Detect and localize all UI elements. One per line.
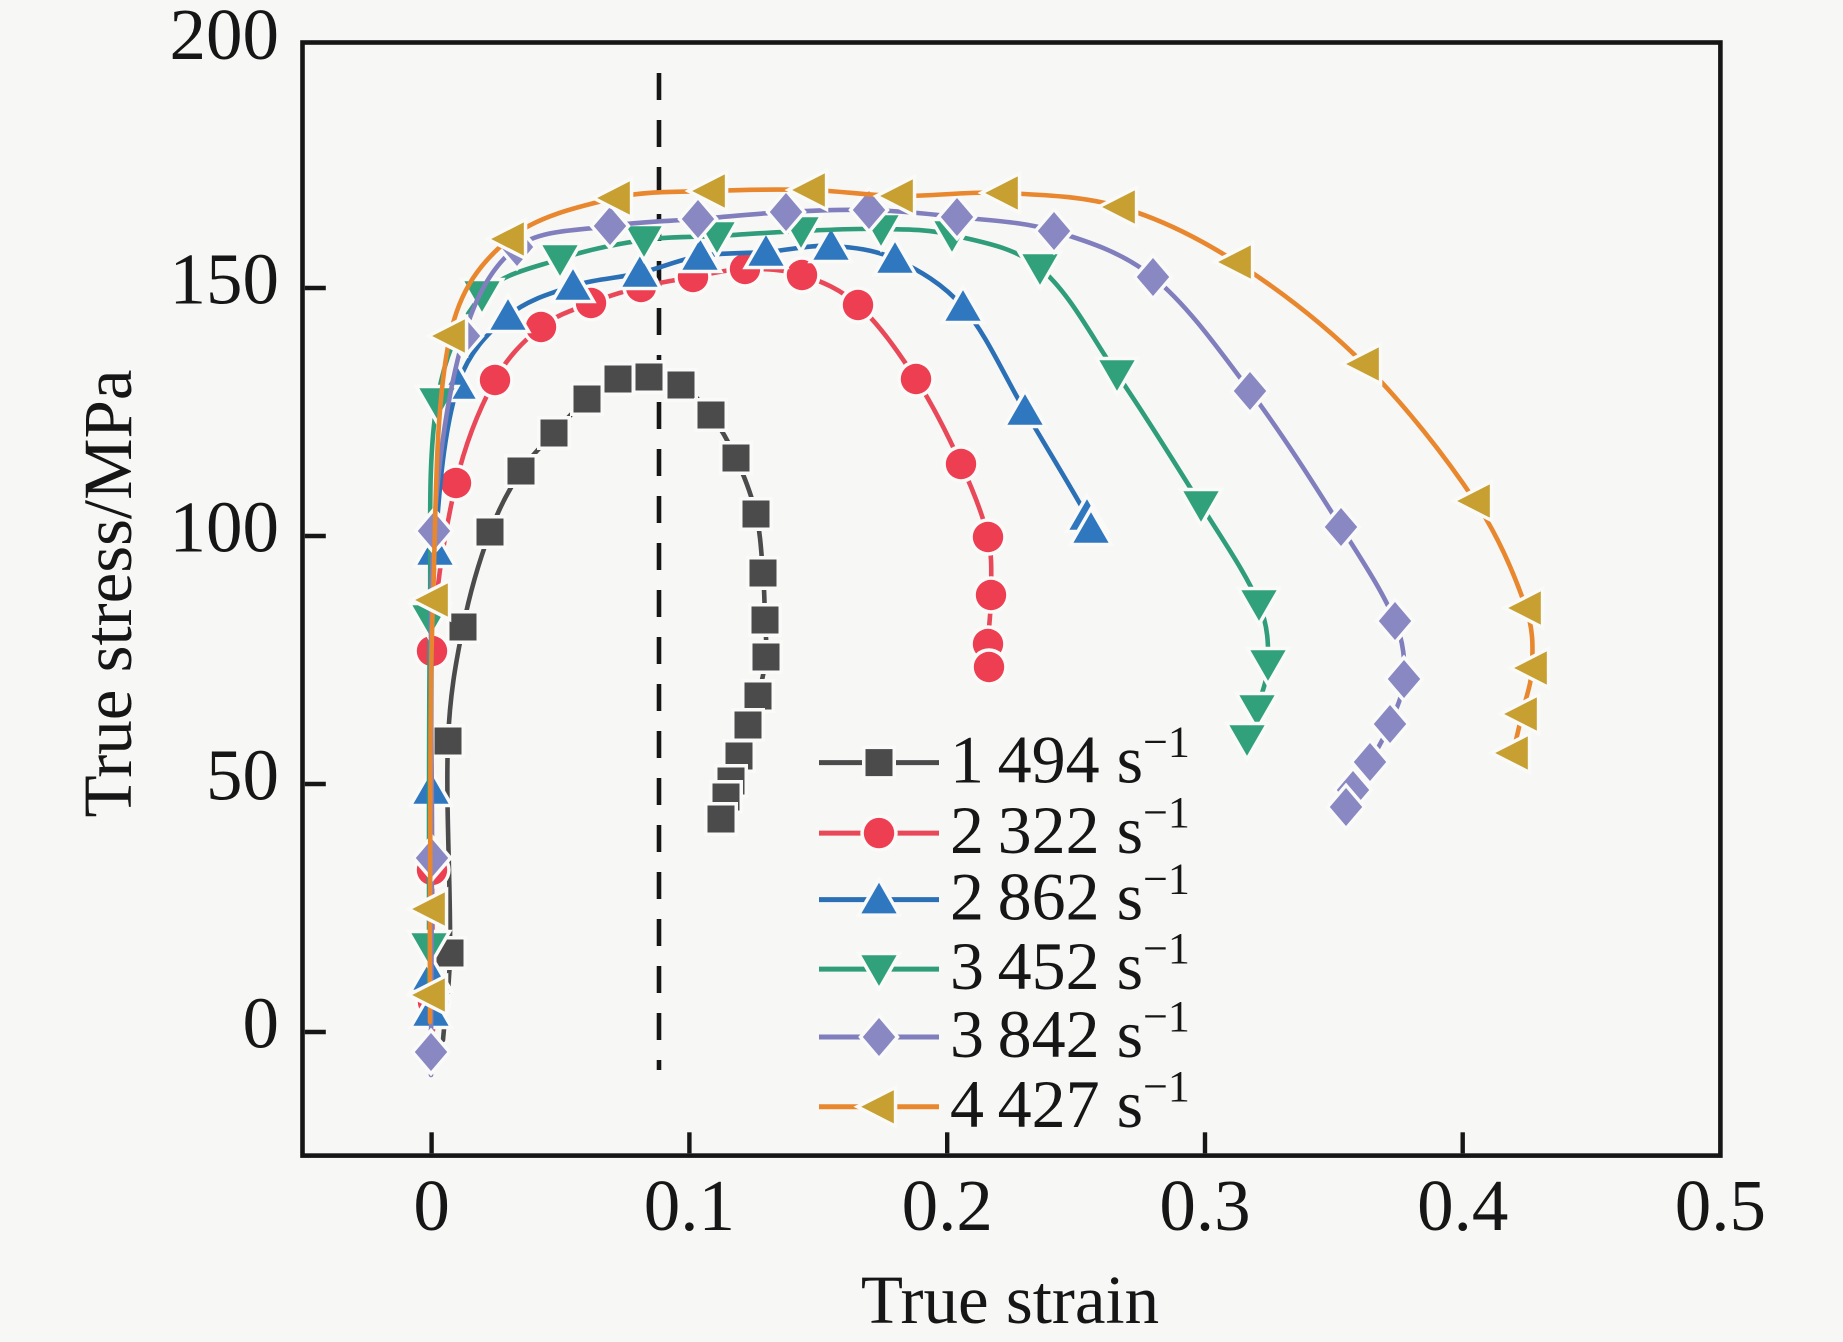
svg-text:150: 150 <box>170 239 280 320</box>
svg-text:0.4: 0.4 <box>1417 1165 1508 1246</box>
svg-text:True stress/MPa: True stress/MPa <box>70 370 146 818</box>
svg-text:0: 0 <box>413 1165 450 1246</box>
svg-text:100: 100 <box>170 487 280 568</box>
svg-text:0.2: 0.2 <box>902 1165 993 1246</box>
svg-text:0: 0 <box>243 983 280 1064</box>
svg-text:True strain: True strain <box>861 1262 1159 1338</box>
svg-text:0.3: 0.3 <box>1159 1165 1250 1246</box>
svg-text:0.5: 0.5 <box>1675 1165 1766 1246</box>
svg-text:200: 200 <box>170 0 280 75</box>
svg-text:50: 50 <box>206 735 279 816</box>
svg-text:0.1: 0.1 <box>644 1165 735 1246</box>
